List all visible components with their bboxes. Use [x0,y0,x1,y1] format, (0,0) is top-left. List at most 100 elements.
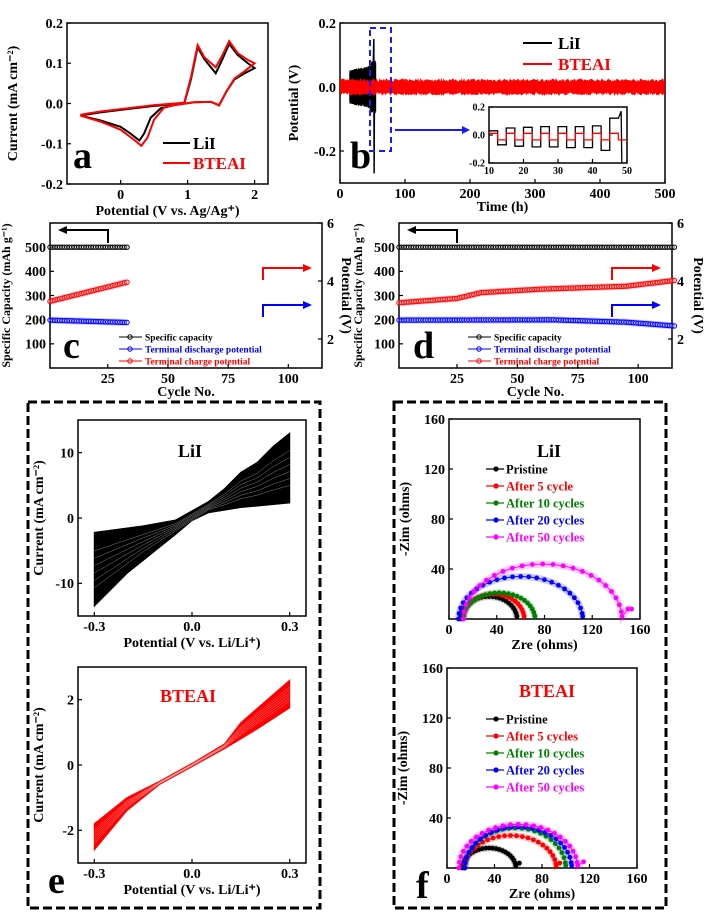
x-tick-label: 160 [627,872,648,887]
data-point [552,841,558,847]
y-tick-label: 0.0 [473,131,486,142]
panel-label: e [48,860,65,902]
data-point [575,863,581,868]
x-axis-label: Zre (ohms) [511,638,578,653]
legend-label: Specific capacity [494,334,562,344]
y-tick-label: 0.2 [319,17,337,32]
legend-marker [493,483,499,489]
data-point [547,849,553,855]
y-tick-label: -0.2 [41,178,63,193]
data-point [567,854,573,860]
x-tick-label: -0.3 [83,620,105,635]
x-tick-label: 120 [579,872,600,887]
y-tick-label: 0 [67,759,74,774]
data-point [478,593,484,599]
data-point [508,833,513,838]
x-tick-label: 0 [117,188,124,203]
data-point [530,837,536,843]
cv-cycle-trace [94,695,290,839]
data-point [456,616,461,622]
x-tick-label: 50 [161,372,175,387]
legend-label: Terminal charge potential [494,358,600,368]
x-tick-label: 10 [484,166,494,177]
y-axis-label: Current (mA cm⁻²) [6,45,21,161]
x-tick-label: -0.3 [83,867,105,882]
legend-label: Pristine [506,463,548,477]
data-point [603,583,609,588]
x-tick-label: 100 [628,372,649,387]
y-tick-label: 200 [25,314,46,329]
panel-label: d [413,325,434,367]
data-point [462,860,468,866]
data-point [562,586,567,592]
cv-cycle-trace [94,697,290,841]
cv-cycle-trace [94,700,290,844]
x-axis-label: Cycle No. [507,385,565,400]
data-point [613,595,619,601]
y-tick-label: 100 [25,338,46,353]
x-tick-label: 0.0 [183,867,201,882]
axis-indicator-arrow [611,304,653,317]
y-tick-label: 40 [429,812,443,827]
data-point [483,845,489,851]
data-point [515,821,521,827]
data-point [506,591,511,597]
data-point [562,844,567,850]
y-tick-label: 0 [67,512,74,527]
data-point [619,614,625,619]
y-tick-label: 160 [424,413,445,428]
data-point [473,840,479,846]
x-tick-label: 50 [510,372,524,387]
data-point [549,579,555,585]
x-axis-label: Time (h) [477,200,529,215]
legend-label: LiI [558,34,581,53]
panel-title: LiI [178,441,202,461]
legend-marker [476,334,482,340]
data-point [596,577,602,583]
data-point [625,606,631,612]
y-tick-label: 200 [374,314,395,329]
x-tick-label: 100 [278,372,299,387]
x-tick-label: 0 [446,623,453,638]
legend-marker [493,500,499,506]
x-tick-label: 0 [337,187,344,202]
y-tick-label: 10 [60,447,74,462]
y-axis-label: Potential (V) [287,64,302,141]
y-axis-label: Specific Capacity (mAh g⁻¹) [0,223,13,367]
y-tick-label: 80 [431,513,445,528]
y-tick-label: 500 [25,241,46,256]
x-tick-label: 40 [490,623,504,638]
x-tick-label: 200 [460,187,481,202]
y-tick-label: 40 [431,563,445,578]
y2-tick-label: 2 [677,333,684,348]
x-tick-label: 100 [395,187,416,202]
x-tick-label: 120 [582,623,603,638]
data-point [588,572,594,578]
data-point [550,562,556,567]
y2-tick-label: 6 [327,217,334,232]
x-tick-label: 2 [251,188,258,203]
x-tick-label: 160 [630,623,651,638]
data-point [569,863,575,868]
data-point [565,849,571,855]
plot-frame [339,22,666,184]
legend-label: After 5 cycle [506,480,574,494]
chart-f-bteai: 0 40 80 120 160 40 80 120 160 Zre (ohms) -Zim (ohm… [396,662,648,907]
data-point [484,577,489,583]
y-tick-label: 0.1 [46,57,64,72]
data-point [510,574,515,580]
data-point [460,616,466,622]
data-point [541,577,547,583]
data-point [508,822,513,828]
legend-marker [493,466,499,472]
legend-marker [493,767,499,773]
data-point [518,574,524,579]
data-point [609,589,614,594]
legend-label: After 5 cycles [506,730,578,744]
data-point [567,590,573,596]
data-point [671,244,678,250]
data-point [456,611,462,616]
data-point [544,845,550,851]
cv-cycle-trace [94,471,290,574]
